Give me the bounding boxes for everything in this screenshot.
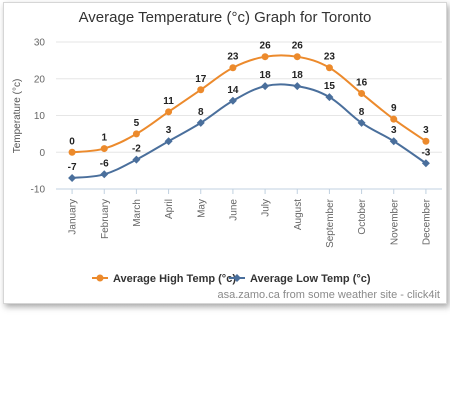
data-label-low: -6 — [100, 158, 109, 169]
x-tick-label: February — [100, 199, 111, 239]
data-label-high: 17 — [195, 74, 207, 85]
legend-low-marker — [233, 274, 241, 282]
data-point-high[interactable] — [229, 64, 237, 72]
chart-title: Average Temperature (°c) Graph for Toron… — [79, 9, 372, 26]
grid — [56, 41, 442, 190]
x-tick-label: April — [164, 199, 175, 219]
data-label-high: 9 — [391, 103, 397, 114]
x-tick-label: August — [293, 199, 304, 230]
legend-high-label: Average High Temp (°c) — [113, 273, 236, 285]
data-point-low[interactable] — [228, 96, 237, 105]
series-line-low — [71, 83, 427, 179]
y-axis-ticks: -10 0 10 20 30 — [31, 38, 46, 196]
data-point-low[interactable] — [196, 118, 205, 127]
x-tick-label: December — [421, 198, 432, 245]
data-label-low: 3 — [166, 125, 172, 136]
data-label-low: 8 — [359, 107, 365, 118]
data-point-high[interactable] — [132, 130, 140, 138]
data-label-low: -3 — [421, 147, 430, 158]
y-tick-label: 10 — [34, 111, 46, 122]
data-label-low: -7 — [68, 162, 77, 173]
data-point-high[interactable] — [68, 148, 76, 156]
data-label-high: 26 — [292, 41, 304, 52]
data-label-high: 0 — [69, 136, 75, 147]
x-tick-label: November — [389, 198, 400, 245]
legend-low-label: Average Low Temp (°c) — [250, 273, 371, 285]
data-point-high[interactable] — [390, 115, 398, 123]
chart-frame: Average Temperature (°c) Graph for Toron… — [3, 2, 447, 304]
y-tick-label: 20 — [34, 74, 46, 85]
legend: Average High Temp (°c) Average Low Temp … — [92, 273, 371, 285]
data-point-low[interactable] — [421, 159, 430, 168]
reflection-fade — [3, 304, 445, 404]
data-label-high: 23 — [227, 52, 239, 63]
x-tick-label: July — [261, 199, 272, 217]
data-label-low: 18 — [292, 70, 304, 81]
series-line-high — [71, 54, 427, 154]
series-layer — [68, 53, 430, 182]
y-axis-label: Temperature (°c) — [12, 79, 23, 154]
x-tick-label: October — [357, 198, 368, 234]
source-caption: asa.zamo.ca from some weather site - cli… — [215, 289, 442, 301]
data-label-low: 14 — [227, 85, 239, 96]
data-point-high[interactable] — [100, 145, 108, 153]
legend-item-high[interactable]: Average High Temp (°c) — [92, 273, 236, 285]
x-tick-label: September — [325, 198, 336, 248]
legend-high-marker — [96, 274, 104, 282]
data-point-high[interactable] — [325, 64, 333, 72]
data-label-high: 1 — [101, 133, 107, 144]
data-point-low[interactable] — [293, 82, 302, 91]
data-label-low: 18 — [260, 70, 272, 81]
data-point-high[interactable] — [422, 137, 430, 145]
data-label-high: 3 — [423, 125, 429, 136]
data-label-low: 8 — [198, 107, 204, 118]
data-point-high[interactable] — [293, 53, 301, 61]
data-point-low[interactable] — [357, 118, 366, 127]
data-point-low[interactable] — [325, 93, 334, 102]
y-tick-label: 0 — [39, 148, 45, 159]
data-label-high: 26 — [260, 41, 272, 52]
x-axis-ticks: January February March April May June July Augu… — [68, 189, 432, 248]
data-point-high[interactable] — [197, 86, 205, 94]
data-label-high: 5 — [134, 118, 140, 129]
data-label-low: 3 — [391, 125, 397, 136]
data-point-low[interactable] — [68, 173, 77, 182]
y-tick-label: -10 — [31, 185, 46, 196]
data-label-high: 16 — [356, 77, 368, 88]
data-label-low: -2 — [132, 144, 141, 155]
data-point-high[interactable] — [358, 89, 366, 97]
legend-item-low[interactable]: Average Low Temp (°c) — [229, 273, 371, 285]
data-point-low[interactable] — [164, 137, 173, 146]
temperature-chart: Average Temperature (°c) Graph for Toron… — [12, 9, 442, 285]
data-point-low[interactable] — [132, 155, 141, 164]
data-point-high[interactable] — [165, 108, 173, 116]
y-tick-label: 30 — [34, 38, 46, 49]
data-point-low[interactable] — [100, 170, 109, 179]
x-tick-label: March — [132, 199, 143, 227]
x-tick-label: May — [196, 199, 207, 218]
x-tick-label: June — [228, 199, 239, 221]
data-point-high[interactable] — [261, 53, 269, 61]
data-point-low[interactable] — [261, 82, 270, 91]
data-label-high: 23 — [324, 52, 336, 63]
data-point-low[interactable] — [389, 137, 398, 146]
data-label-high: 11 — [163, 96, 174, 107]
data-label-low: 15 — [324, 81, 336, 92]
x-tick-label: January — [68, 199, 79, 235]
